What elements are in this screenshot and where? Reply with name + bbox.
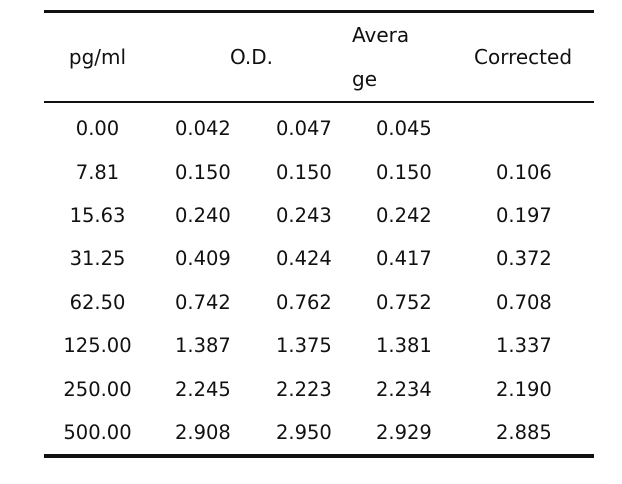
table-row: 62.50 0.742 0.762 0.752 0.708 (44, 281, 594, 324)
standard-curve-table: pg/ml O.D. Avera ge Corrected (44, 13, 594, 101)
cell-corrected: 2.190 (496, 377, 552, 401)
cell-od-1: 0.042 (175, 117, 231, 141)
cell-average: 0.150 (376, 160, 432, 184)
cell-corrected: 0.197 (496, 203, 552, 227)
cell-average: 0.417 (376, 247, 432, 271)
header-average-line2: ge (352, 67, 378, 91)
standard-curve-table-body: 0.00 0.042 0.047 0.045 7.81 0.150 0.150 0.150 0.… (44, 103, 594, 454)
cell-average: 0.045 (376, 117, 432, 141)
table-top-rule (44, 10, 594, 13)
table-row: 500.00 2.908 2.950 2.929 2.885 (44, 411, 594, 454)
table-body: 0.00 0.042 0.047 0.045 7.81 0.150 0.150 0.150 0.… (44, 103, 594, 454)
cell-pg-ml: 15.63 (69, 203, 126, 227)
table-header: pg/ml O.D. Avera ge Corrected (44, 13, 594, 101)
header-corrected: Corrected (474, 45, 573, 69)
table-row: 0.00 0.042 0.047 0.045 (44, 103, 594, 150)
header-od: O.D. (229, 45, 274, 69)
cell-pg-ml: 250.00 (63, 377, 132, 401)
table-row: 250.00 2.245 2.223 2.234 2.190 (44, 367, 594, 410)
cell-od-2: 2.950 (276, 420, 332, 444)
table-row: 15.63 0.240 0.243 0.242 0.197 (44, 194, 594, 237)
cell-corrected: 2.885 (496, 420, 552, 444)
standard-curve-table-container: pg/ml O.D. Avera ge Corrected 0.00 0.042 0… (44, 10, 594, 459)
table-bottom-rule (44, 454, 594, 459)
header-row: pg/ml O.D. Avera ge Corrected (44, 13, 594, 101)
cell-od-2: 0.047 (276, 117, 332, 141)
header-pg-ml: pg/ml (68, 45, 127, 69)
cell-corrected: 1.337 (496, 334, 552, 358)
cell-average: 0.752 (376, 290, 432, 314)
cell-od-1: 0.150 (175, 160, 231, 184)
cell-pg-ml: 7.81 (75, 160, 120, 184)
cell-od-2: 2.223 (276, 377, 332, 401)
cell-od-2: 0.762 (276, 290, 332, 314)
cell-od-2: 0.424 (276, 247, 332, 271)
cell-od-2: 1.375 (276, 334, 332, 358)
cell-pg-ml: 500.00 (63, 420, 132, 444)
cell-od-1: 2.245 (175, 377, 231, 401)
cell-pg-ml: 31.25 (69, 247, 126, 271)
cell-od-2: 0.150 (276, 160, 332, 184)
cell-pg-ml: 0.00 (75, 117, 120, 141)
cell-pg-ml: 125.00 (63, 334, 132, 358)
cell-average: 0.242 (376, 203, 432, 227)
cell-od-1: 1.387 (175, 334, 231, 358)
cell-od-1: 2.908 (175, 420, 231, 444)
table-row: 125.00 1.387 1.375 1.381 1.337 (44, 324, 594, 367)
cell-pg-ml: 62.50 (69, 290, 126, 314)
cell-od-1: 0.409 (175, 247, 231, 271)
cell-average: 1.381 (376, 334, 432, 358)
cell-average: 2.234 (376, 377, 432, 401)
cell-corrected: 0.106 (496, 160, 552, 184)
header-average: Avera ge (352, 13, 452, 101)
cell-od-2: 0.243 (276, 203, 332, 227)
cell-od-1: 0.742 (175, 290, 231, 314)
cell-corrected (452, 103, 594, 150)
table-header-rule (44, 101, 594, 103)
cell-corrected: 0.708 (496, 290, 552, 314)
cell-corrected: 0.372 (496, 247, 552, 271)
cell-average: 2.929 (376, 420, 432, 444)
table-row: 31.25 0.409 0.424 0.417 0.372 (44, 237, 594, 280)
cell-od-1: 0.240 (175, 203, 231, 227)
table-row: 7.81 0.150 0.150 0.150 0.106 (44, 150, 594, 193)
header-average-line1: Avera (352, 23, 410, 47)
